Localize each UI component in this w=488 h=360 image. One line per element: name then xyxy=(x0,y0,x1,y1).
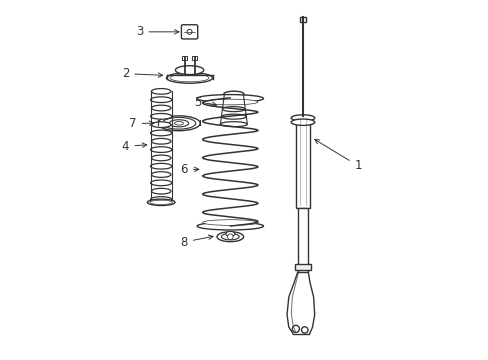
Ellipse shape xyxy=(225,231,234,237)
FancyBboxPatch shape xyxy=(192,55,196,60)
Ellipse shape xyxy=(151,105,171,111)
Text: 8: 8 xyxy=(180,235,213,248)
Text: 2: 2 xyxy=(122,67,163,80)
Ellipse shape xyxy=(162,117,195,129)
Text: 4: 4 xyxy=(122,140,146,153)
Ellipse shape xyxy=(290,119,314,125)
Ellipse shape xyxy=(150,113,171,119)
Ellipse shape xyxy=(151,89,171,94)
Ellipse shape xyxy=(224,91,243,96)
FancyBboxPatch shape xyxy=(297,208,307,272)
FancyBboxPatch shape xyxy=(300,17,305,22)
Circle shape xyxy=(301,327,307,333)
Ellipse shape xyxy=(147,199,175,206)
Text: 6: 6 xyxy=(180,163,199,176)
Ellipse shape xyxy=(223,99,244,104)
Ellipse shape xyxy=(221,234,239,240)
Ellipse shape xyxy=(202,99,258,105)
Ellipse shape xyxy=(169,120,188,127)
FancyBboxPatch shape xyxy=(296,116,309,208)
Ellipse shape xyxy=(174,122,183,125)
Text: 5: 5 xyxy=(193,95,216,108)
Ellipse shape xyxy=(222,107,245,112)
Ellipse shape xyxy=(220,122,247,127)
Ellipse shape xyxy=(150,97,171,103)
Ellipse shape xyxy=(151,122,171,127)
Text: 7: 7 xyxy=(129,117,154,130)
Ellipse shape xyxy=(150,163,171,169)
Ellipse shape xyxy=(150,147,171,152)
Circle shape xyxy=(187,30,192,34)
Ellipse shape xyxy=(151,155,171,161)
Ellipse shape xyxy=(290,115,314,121)
Ellipse shape xyxy=(197,95,263,102)
Ellipse shape xyxy=(224,91,244,97)
Ellipse shape xyxy=(175,66,203,75)
Ellipse shape xyxy=(151,172,171,177)
Circle shape xyxy=(292,325,299,332)
Circle shape xyxy=(227,234,233,239)
FancyBboxPatch shape xyxy=(181,25,197,39)
Ellipse shape xyxy=(202,220,258,225)
Ellipse shape xyxy=(170,74,209,82)
Text: 3: 3 xyxy=(136,25,179,39)
Ellipse shape xyxy=(197,222,263,230)
Text: 1: 1 xyxy=(314,139,361,172)
Ellipse shape xyxy=(150,130,171,136)
Ellipse shape xyxy=(151,188,171,194)
Ellipse shape xyxy=(149,200,172,204)
FancyBboxPatch shape xyxy=(182,55,186,60)
Ellipse shape xyxy=(150,197,171,202)
Ellipse shape xyxy=(157,116,200,131)
Ellipse shape xyxy=(217,232,243,242)
Ellipse shape xyxy=(221,114,246,119)
Ellipse shape xyxy=(151,139,171,144)
Ellipse shape xyxy=(150,180,171,186)
Ellipse shape xyxy=(166,73,212,83)
FancyBboxPatch shape xyxy=(294,264,310,270)
